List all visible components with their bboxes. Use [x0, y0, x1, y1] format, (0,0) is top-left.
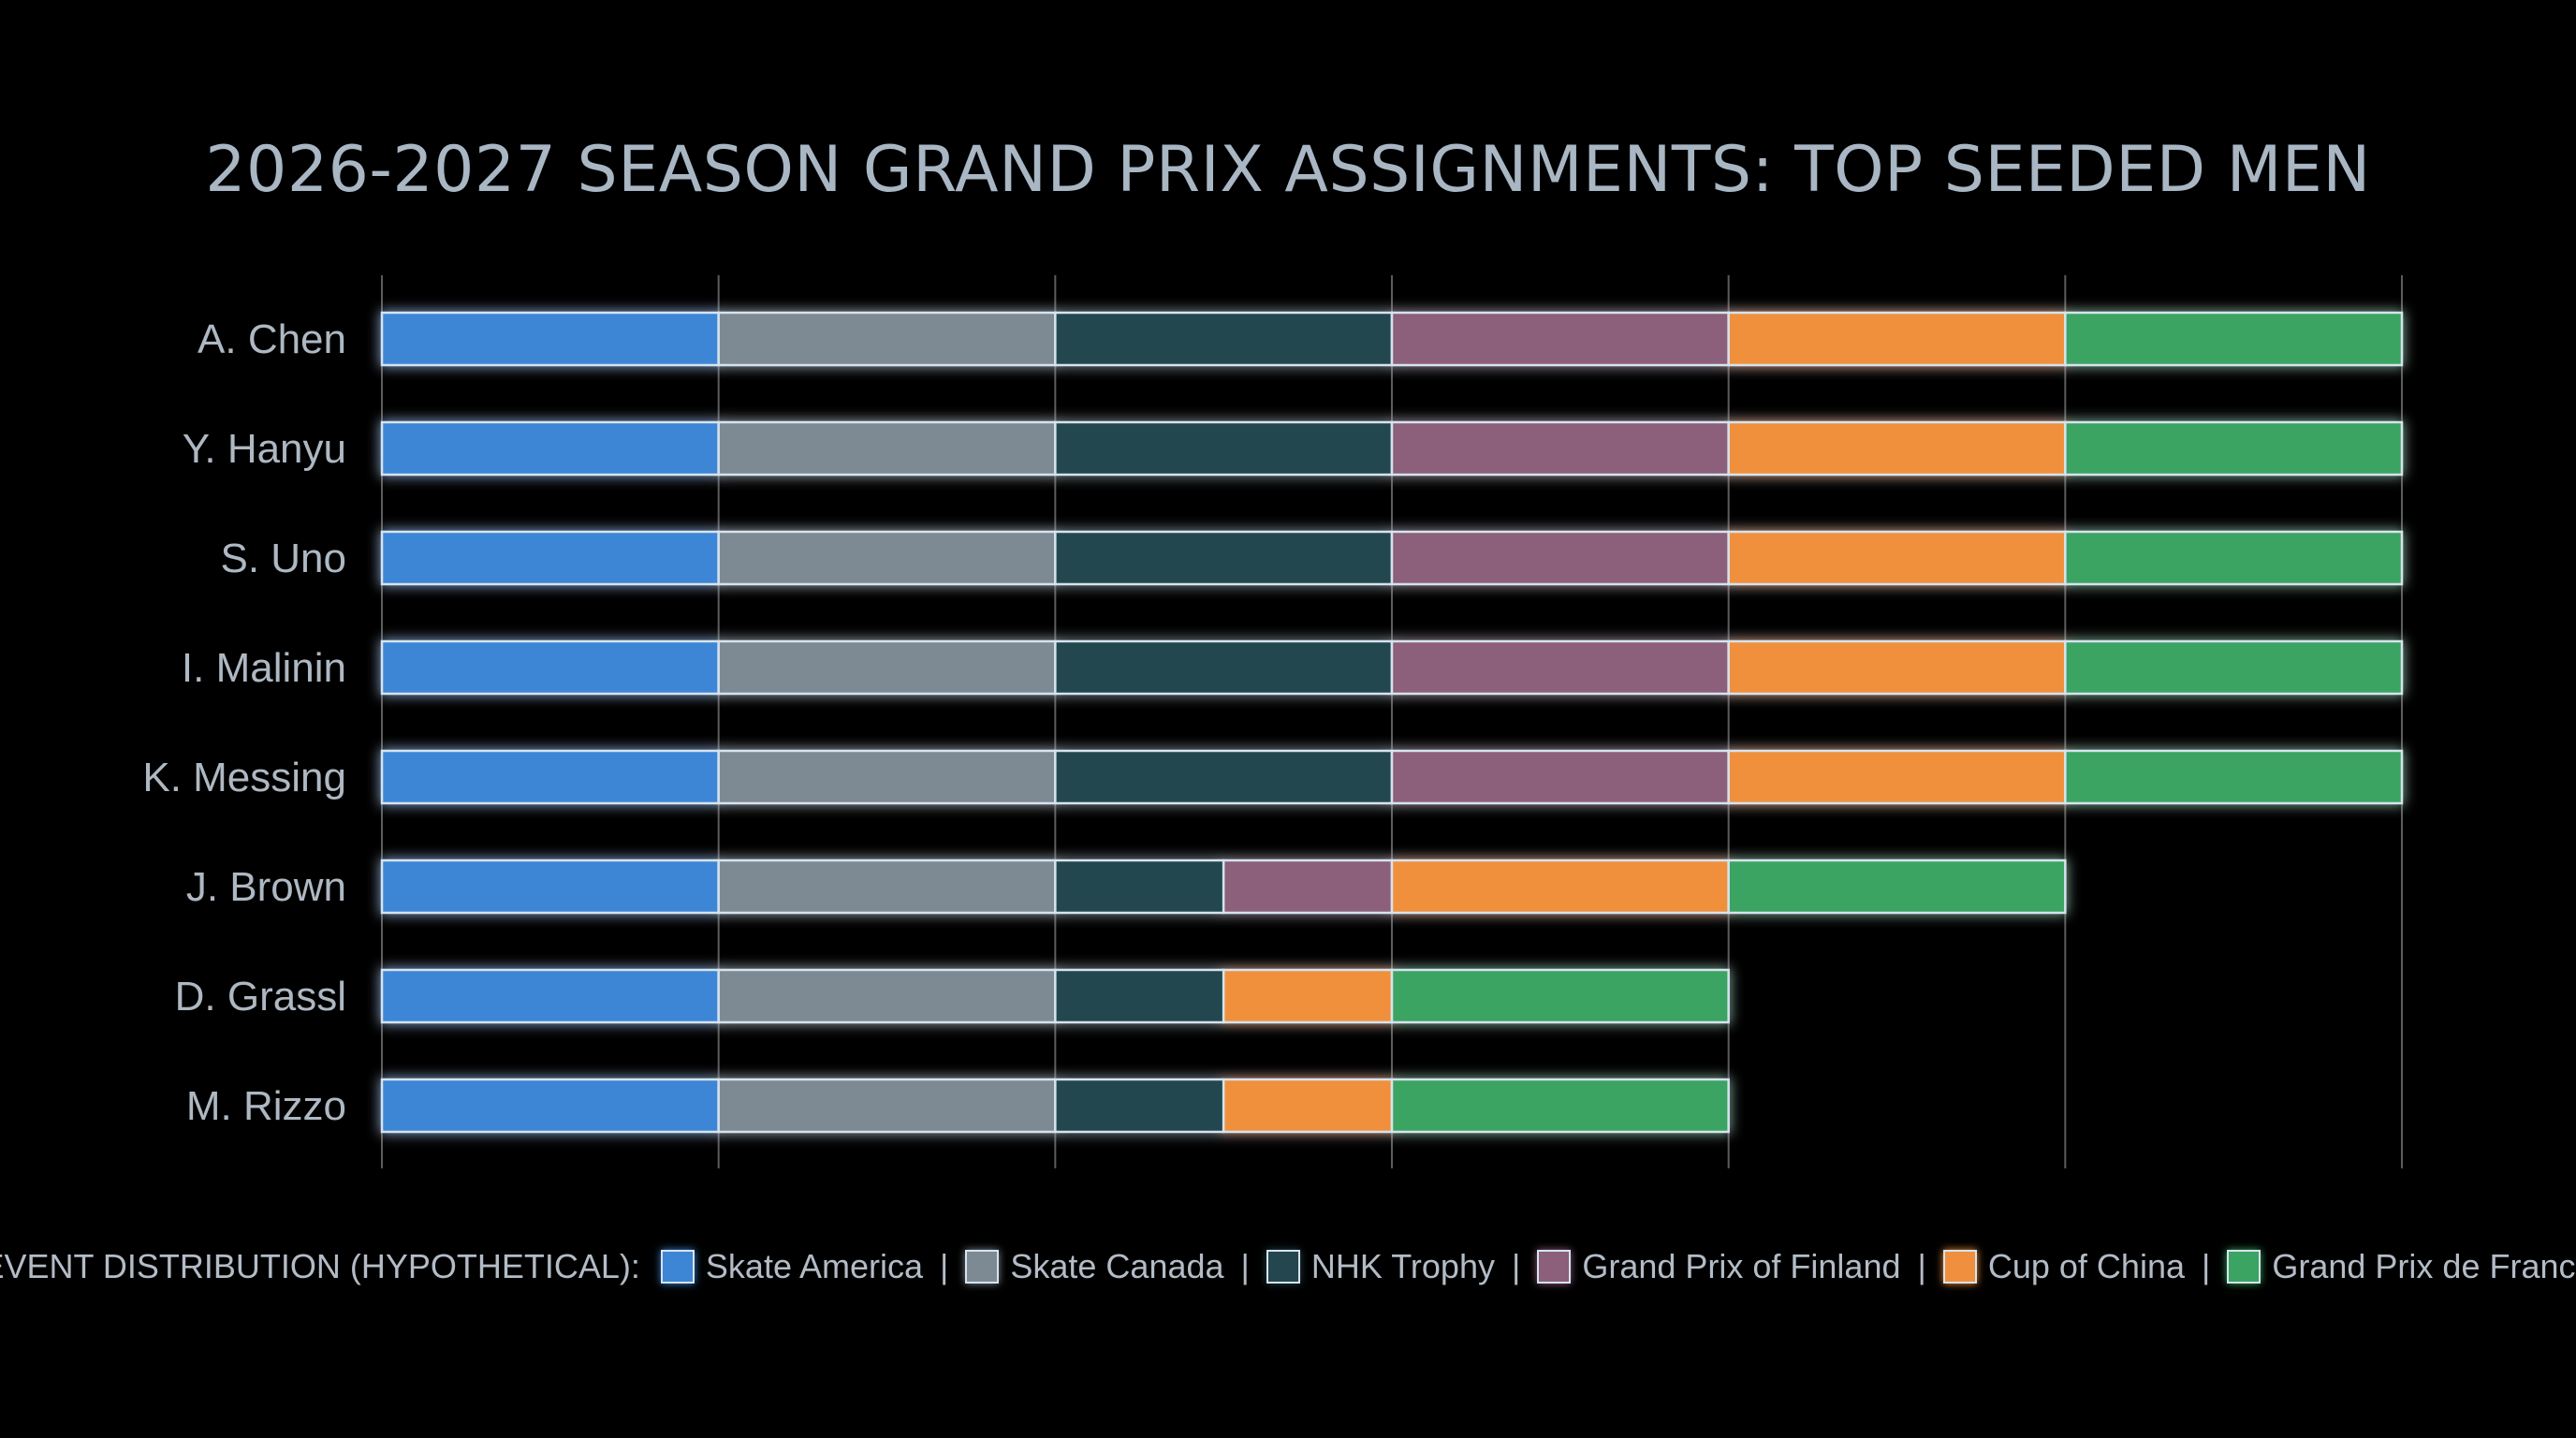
bar-j-brown-cup-of-china	[1390, 858, 1730, 915]
bar-j-brown-grand-prix-de-france	[1727, 858, 2067, 915]
bar-d-grassl-cup-of-china	[1222, 968, 1394, 1024]
legend: EVENT DISTRIBUTION (HYPOTHETICAL): Skate…	[0, 1240, 2576, 1293]
legend-label: Cup of China	[1987, 1247, 2185, 1285]
bar-m-rizzo-nhk-trophy	[1054, 1078, 1225, 1134]
legend-swatch	[965, 1250, 1000, 1284]
category-label: M. Rizzo	[186, 1083, 346, 1129]
legend-separator: |	[2202, 1247, 2211, 1285]
legend-label: Skate America	[705, 1247, 924, 1285]
legend-swatch	[1942, 1250, 1977, 1284]
bar-i-malinin-grand-prix-de-france	[2064, 639, 2404, 696]
legend-item-nhk-trophy: NHK Trophy	[1266, 1247, 1495, 1286]
legend-swatch	[660, 1250, 695, 1284]
bar-a-chen-skate-america	[380, 311, 720, 367]
bar-m-rizzo-skate-america	[380, 1078, 720, 1134]
bar-i-malinin-skate-canada	[717, 639, 1057, 696]
bar-m-rizzo-cup-of-china	[1222, 1078, 1394, 1134]
bar-s-uno-skate-canada	[717, 530, 1057, 586]
bar-m-rizzo-skate-canada	[717, 1078, 1057, 1134]
bar-a-chen-skate-canada	[717, 311, 1057, 367]
bar-k-messing-cup-of-china	[1727, 749, 2067, 805]
legend-label: NHK Trophy	[1310, 1247, 1495, 1285]
bar-y-hanyu-skate-canada	[717, 420, 1057, 477]
bar-k-messing-nhk-trophy	[1054, 749, 1394, 805]
bar-j-brown-skate-america	[380, 858, 720, 915]
bar-a-chen-grand-prix-de-france	[2064, 311, 2404, 367]
legend-item-grand-prix-de-france: Grand Prix de France	[2227, 1247, 2576, 1286]
legend-title: EVENT DISTRIBUTION (HYPOTHETICAL):	[0, 1247, 640, 1285]
category-label: Y. Hanyu	[183, 426, 346, 472]
legend-swatch	[1266, 1250, 1300, 1284]
legend-swatch	[2227, 1250, 2261, 1284]
bar-s-uno-cup-of-china	[1727, 530, 2067, 586]
bar-a-chen-grand-prix-of-finland	[1390, 311, 1730, 367]
legend-separator: |	[1917, 1247, 1926, 1285]
bar-s-uno-grand-prix-of-finland	[1390, 530, 1730, 586]
bar-y-hanyu-cup-of-china	[1727, 420, 2067, 477]
chart-title: 2026-2027 SEASON GRAND PRIX ASSIGNMENTS:…	[205, 133, 2371, 207]
category-label: D. Grassl	[175, 974, 346, 1020]
legend-item-grand-prix-of-finland: Grand Prix of Finland	[1537, 1247, 1901, 1286]
bar-k-messing-grand-prix-de-france	[2064, 749, 2404, 805]
legend-separator: |	[1511, 1247, 1521, 1285]
category-label: J. Brown	[186, 864, 346, 910]
bar-y-hanyu-skate-america	[380, 420, 720, 477]
legend-separator: |	[940, 1247, 949, 1285]
legend-swatch	[1537, 1250, 1572, 1284]
legend-item-skate-america: Skate America	[660, 1247, 924, 1286]
bar-k-messing-grand-prix-of-finland	[1390, 749, 1730, 805]
bar-j-brown-nhk-trophy	[1054, 858, 1225, 915]
legend-item-cup-of-china: Cup of China	[1942, 1247, 2185, 1286]
bar-segments	[380, 311, 2404, 1134]
category-label: S. Uno	[220, 536, 346, 581]
bar-a-chen-cup-of-china	[1727, 311, 2067, 367]
category-label: I. Malinin	[182, 645, 346, 691]
bar-s-uno-nhk-trophy	[1054, 530, 1394, 586]
bar-s-uno-grand-prix-de-france	[2064, 530, 2404, 586]
category-label: A. Chen	[198, 316, 346, 362]
legend-separator: |	[1240, 1247, 1250, 1285]
legend-label: Skate Canada	[1010, 1247, 1224, 1285]
bar-y-hanyu-grand-prix-of-finland	[1390, 420, 1730, 477]
bar-y-hanyu-grand-prix-de-france	[2064, 420, 2404, 477]
bar-j-brown-grand-prix-of-finland	[1222, 858, 1394, 915]
legend-items: Skate America | Skate Canada | NHK Trophy | Gr…	[660, 1247, 2576, 1286]
bar-k-messing-skate-america	[380, 749, 720, 805]
bar-i-malinin-cup-of-china	[1727, 639, 2067, 696]
bar-j-brown-skate-canada	[717, 858, 1057, 915]
bar-d-grassl-skate-canada	[717, 968, 1057, 1024]
bar-i-malinin-nhk-trophy	[1054, 639, 1394, 696]
legend-label: Grand Prix of Finland	[1582, 1247, 1901, 1285]
bar-a-chen-nhk-trophy	[1054, 311, 1394, 367]
bar-d-grassl-nhk-trophy	[1054, 968, 1225, 1024]
gridlines	[381, 275, 2403, 1168]
bar-i-malinin-skate-america	[380, 639, 720, 696]
category-label: K. Messing	[142, 755, 346, 800]
bar-d-grassl-skate-america	[380, 968, 720, 1024]
bar-y-hanyu-nhk-trophy	[1054, 420, 1394, 477]
bar-i-malinin-grand-prix-of-finland	[1390, 639, 1730, 696]
legend-item-skate-canada: Skate Canada	[965, 1247, 1224, 1286]
bar-d-grassl-grand-prix-de-france	[1390, 968, 1730, 1024]
bar-k-messing-skate-canada	[717, 749, 1057, 805]
bar-s-uno-skate-america	[380, 530, 720, 586]
legend-label: Grand Prix de France	[2272, 1247, 2576, 1285]
bar-m-rizzo-grand-prix-de-france	[1390, 1078, 1730, 1134]
athlete-labels: A. Chen Y. Hanyu S. Uno I. Malinin K. Messin…	[142, 316, 346, 1129]
